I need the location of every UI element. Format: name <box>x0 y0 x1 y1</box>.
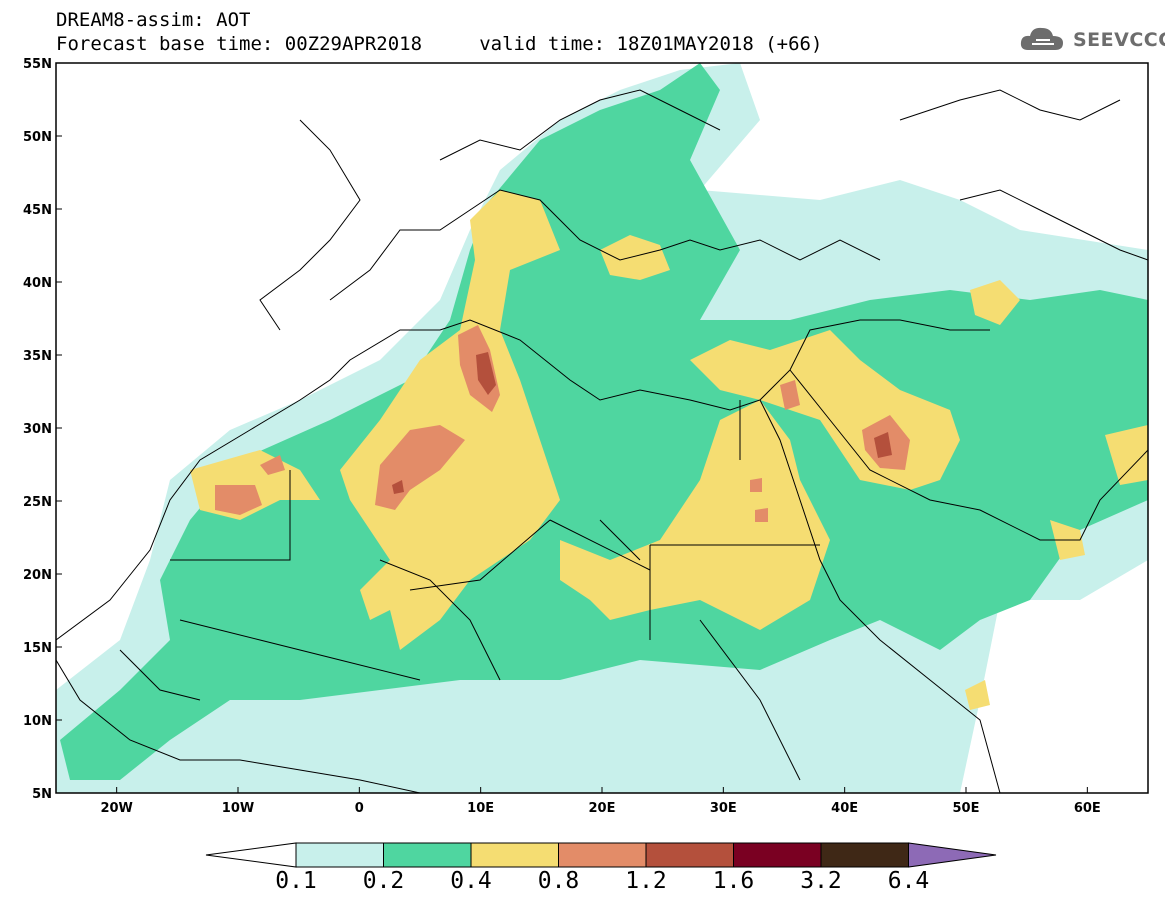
map-title: DREAM8-assim: AOT <box>56 9 251 31</box>
y-tick-label: 10N <box>23 714 52 729</box>
y-tick-label: 55N <box>23 57 52 72</box>
colorbar-swatch <box>645 842 734 868</box>
aot-field-0.2 <box>60 63 1148 780</box>
colorbar-swatch <box>470 842 559 868</box>
y-tick-label: 5N <box>32 787 52 802</box>
x-tick-label: 20W <box>100 801 132 816</box>
colorbar-label: 6.4 <box>887 868 930 894</box>
colorbar-label: 0.2 <box>362 868 405 894</box>
x-tick-label: 60E <box>1074 801 1101 816</box>
y-tick-label: 30N <box>23 422 52 437</box>
y-tick-label: 20N <box>23 568 52 583</box>
colorbar-label: 0.4 <box>450 868 492 894</box>
axis-ticks: 20W 10W 0 10E 20E 30E 40E 50E 60E 55N 50N 45N 40N 35N… <box>23 57 1101 816</box>
colorbar-swatch <box>295 842 384 868</box>
x-tick-label: 0 <box>355 801 364 816</box>
y-tick-label: 50N <box>23 130 52 145</box>
colorbar-label: 0.1 <box>275 868 317 894</box>
y-tick-label: 40N <box>23 276 52 291</box>
x-tick-label: 10W <box>222 801 254 816</box>
y-tick-label: 25N <box>23 495 52 510</box>
colorbar-swatch <box>733 842 822 868</box>
y-tick-label: 45N <box>23 203 52 218</box>
x-tick-label: 20E <box>589 801 616 816</box>
colorbar-swatch <box>820 842 909 868</box>
x-tick-label: 40E <box>831 801 858 816</box>
colorbar-label: 0.8 <box>537 868 580 894</box>
colorbar-label: 1.2 <box>625 868 667 894</box>
colorbar-right-end <box>908 842 997 868</box>
x-tick-label: 50E <box>953 801 980 816</box>
coastlines <box>56 89 1148 793</box>
y-tick-label: 35N <box>23 349 52 364</box>
x-tick-label: 30E <box>710 801 737 816</box>
cloud-logo-icon <box>1020 27 1063 50</box>
colorbar-swatch <box>558 842 647 868</box>
colorbar-left-end <box>205 842 297 868</box>
colorbar-label: 1.6 <box>712 868 755 894</box>
aot-field-0.8 <box>215 485 262 515</box>
colorbar-swatch <box>383 842 472 868</box>
logo-text: SEEVCCC <box>1073 29 1165 51</box>
colorbar-label: 3.2 <box>800 868 842 894</box>
aot-field-1.2 <box>476 352 496 395</box>
y-tick-label: 15N <box>23 641 52 656</box>
x-tick-label: 10E <box>467 801 494 816</box>
forecast-time-line: Forecast base time: 00Z29APR2018 valid t… <box>56 33 823 55</box>
colorbar <box>205 842 997 868</box>
